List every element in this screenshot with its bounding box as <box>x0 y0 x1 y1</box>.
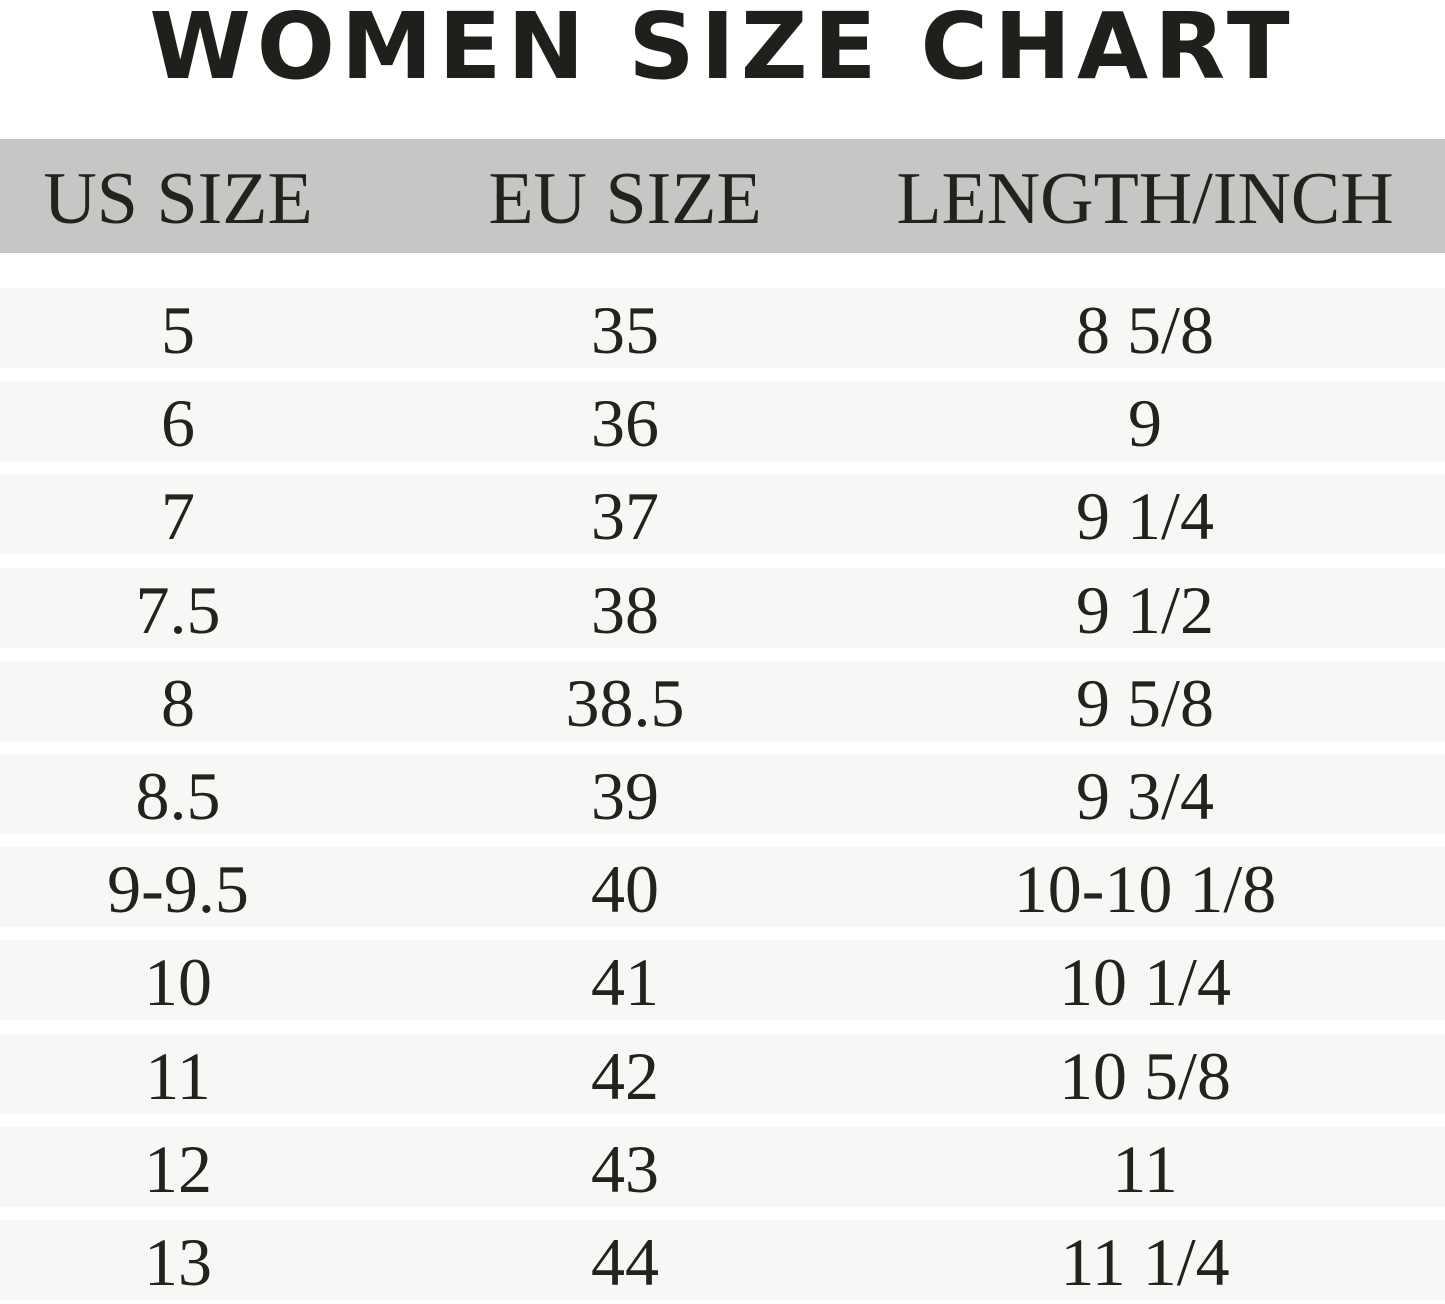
eu-size-cell: 43 <box>591 1130 659 1207</box>
eu-size-cell: 36 <box>591 385 659 462</box>
length-cell: 11 1/4 <box>1060 1224 1230 1300</box>
eu-size-cell: 38 <box>591 571 659 648</box>
table-row: 13 44 11 1/4 <box>0 1220 1445 1300</box>
table-row: 7.5 38 9 1/2 <box>0 567 1445 648</box>
table-row: 6 36 9 <box>0 381 1445 462</box>
eu-size-cell: 41 <box>591 944 659 1021</box>
us-size-cell: 5 <box>161 292 195 368</box>
column-header-eu-size: EU SIZE <box>488 158 762 240</box>
table-row: 11 42 10 5/8 <box>0 1033 1445 1114</box>
table-row: 8.5 39 9 3/4 <box>0 754 1445 834</box>
table-row: 8 38.5 9 5/8 <box>0 660 1445 741</box>
length-cell: 9 5/8 <box>1076 664 1214 741</box>
eu-size-cell: 40 <box>591 851 659 928</box>
table-row: 10 41 10 1/4 <box>0 940 1445 1021</box>
eu-size-cell: 37 <box>591 478 659 555</box>
length-cell: 9 1/2 <box>1076 571 1214 648</box>
us-size-cell: 10 <box>144 944 212 1021</box>
us-size-cell: 8.5 <box>135 758 221 834</box>
length-cell: 10 5/8 <box>1059 1037 1231 1114</box>
us-size-cell: 7.5 <box>135 571 221 648</box>
eu-size-cell: 35 <box>591 292 659 368</box>
eu-size-cell: 44 <box>591 1224 659 1300</box>
chart-title: WOMEN SIZE CHART <box>149 0 1296 100</box>
length-cell: 10-10 1/8 <box>1013 851 1277 928</box>
us-size-cell: 12 <box>144 1130 212 1207</box>
eu-size-cell: 42 <box>591 1037 659 1114</box>
length-cell: 9 3/4 <box>1076 758 1214 834</box>
us-size-cell: 11 <box>145 1037 211 1114</box>
table-row: 9-9.5 40 10-10 1/8 <box>0 847 1445 928</box>
us-size-cell: 9-9.5 <box>107 851 249 928</box>
table-row: 12 43 11 <box>0 1126 1445 1207</box>
length-cell: 9 <box>1128 385 1162 462</box>
table-row: 5 35 8 5/8 <box>0 288 1445 368</box>
eu-size-cell: 38.5 <box>565 664 685 741</box>
length-cell: 11 <box>1112 1130 1178 1207</box>
length-cell: 8 5/8 <box>1076 292 1214 368</box>
us-size-cell: 7 <box>161 478 195 555</box>
eu-size-cell: 39 <box>591 758 659 834</box>
length-cell: 9 1/4 <box>1076 478 1214 555</box>
us-size-cell: 8 <box>161 664 195 741</box>
length-cell: 10 1/4 <box>1059 944 1231 1021</box>
table-row: 7 37 9 1/4 <box>0 474 1445 555</box>
table-header: US SIZE EU SIZE LENGTH/INCH <box>0 139 1445 253</box>
column-header-us-size: US SIZE <box>43 158 313 240</box>
column-header-length: LENGTH/INCH <box>896 158 1394 240</box>
us-size-cell: 13 <box>144 1224 212 1300</box>
us-size-cell: 6 <box>161 385 195 462</box>
